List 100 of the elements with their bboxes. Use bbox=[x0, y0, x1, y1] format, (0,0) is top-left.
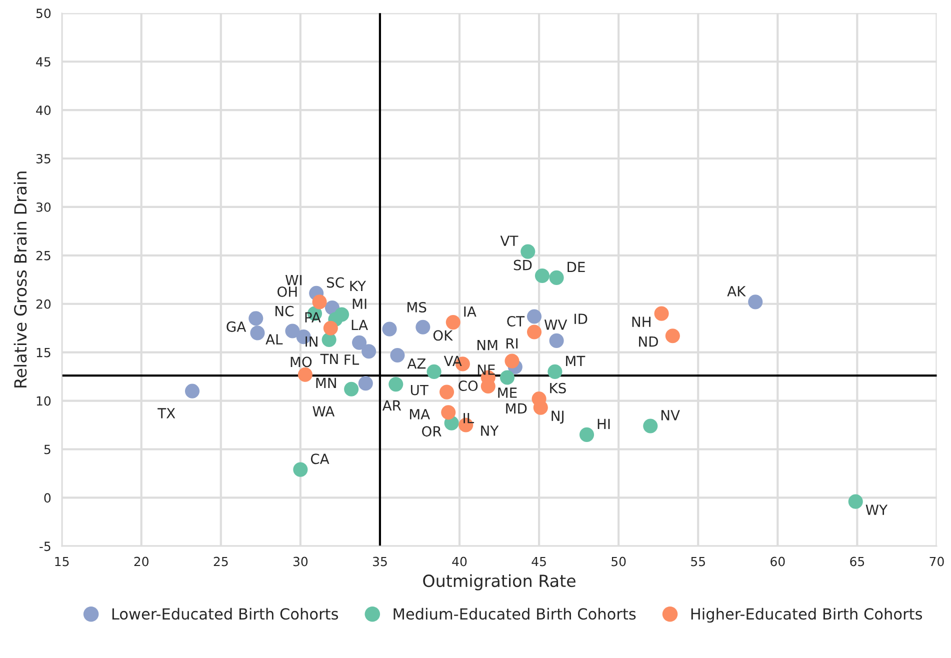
x-tick-label: 30 bbox=[293, 556, 308, 566]
annotation: SC bbox=[326, 277, 344, 288]
point bbox=[549, 333, 564, 348]
annotation: TX bbox=[158, 408, 176, 418]
annotation: WI bbox=[285, 275, 302, 286]
y-tick-label: -5 bbox=[40, 542, 50, 552]
point bbox=[441, 405, 456, 420]
annotation: AR bbox=[382, 400, 402, 411]
x-axis-title: Outmigration Rate bbox=[423, 574, 576, 590]
point bbox=[298, 367, 312, 382]
annotation: AK bbox=[727, 286, 746, 296]
point bbox=[426, 364, 442, 379]
annotation: CA bbox=[310, 454, 330, 464]
annotation: CT bbox=[507, 316, 525, 327]
point bbox=[248, 311, 264, 326]
point bbox=[665, 328, 680, 344]
y-tick-label: 45 bbox=[36, 57, 50, 67]
point bbox=[526, 324, 542, 340]
point bbox=[439, 384, 454, 400]
annotation: MO bbox=[290, 356, 312, 368]
x-tick-label: 55 bbox=[691, 556, 705, 566]
y-tick-label: 10 bbox=[36, 396, 51, 406]
annotation: MS bbox=[408, 302, 426, 312]
point bbox=[293, 462, 308, 477]
point bbox=[526, 309, 542, 324]
y-tick-label: 35 bbox=[36, 154, 50, 164]
point bbox=[748, 294, 763, 310]
annotation: MA bbox=[410, 409, 430, 420]
y-tick-label: 40 bbox=[36, 106, 51, 115]
x-tick-label: 35 bbox=[372, 556, 387, 566]
annotation: CO bbox=[458, 380, 478, 392]
annotation: NH bbox=[632, 316, 650, 327]
annotation: WV bbox=[544, 320, 568, 330]
point bbox=[388, 377, 404, 392]
y-tick-label: 30 bbox=[36, 202, 51, 212]
annotation: IA bbox=[464, 306, 476, 317]
point bbox=[285, 324, 300, 338]
point bbox=[344, 382, 359, 396]
annotation: AL bbox=[266, 334, 283, 344]
legend-label: Higher-Educated Birth Cohorts bbox=[691, 608, 922, 623]
annotation: FL bbox=[344, 354, 360, 365]
annotation: WY bbox=[866, 504, 888, 515]
y-axis-title: Relative Gross Brain Drain bbox=[14, 172, 27, 388]
annotation: NJ bbox=[552, 410, 564, 424]
y-tick-label: 20 bbox=[36, 299, 51, 309]
point bbox=[848, 494, 863, 509]
legend-label: Medium-Educated Birth Cohorts bbox=[394, 608, 636, 620]
annotation: NV bbox=[661, 410, 680, 420]
x-tick-label: 65 bbox=[850, 556, 864, 566]
x-tick-label: 50 bbox=[612, 556, 626, 566]
annotation: IN bbox=[306, 336, 318, 347]
annotation: ID bbox=[574, 314, 588, 324]
annotation: ND bbox=[639, 336, 658, 347]
annotation: NY bbox=[481, 426, 499, 436]
x-tick-label: 45 bbox=[532, 556, 546, 566]
point bbox=[352, 335, 367, 350]
annotation: KY bbox=[350, 280, 366, 291]
point bbox=[382, 322, 397, 336]
annotation: WA bbox=[312, 406, 335, 416]
y-tick-label: 15 bbox=[36, 348, 50, 358]
point bbox=[643, 418, 658, 434]
annotation: AZ bbox=[407, 358, 426, 369]
point bbox=[520, 244, 536, 259]
x-tick-label: 60 bbox=[770, 556, 785, 566]
point bbox=[500, 370, 515, 385]
point bbox=[312, 294, 327, 310]
annotation: OK bbox=[433, 330, 453, 341]
point bbox=[416, 320, 430, 334]
point bbox=[362, 344, 376, 359]
y-tick-label: 25 bbox=[36, 250, 50, 260]
annotation: MN bbox=[316, 378, 336, 388]
y-tick-label: 0 bbox=[44, 493, 51, 503]
annotation: NE bbox=[478, 364, 495, 375]
annotation: ME bbox=[498, 388, 517, 398]
annotation: LA bbox=[352, 320, 368, 330]
point bbox=[549, 270, 564, 285]
point bbox=[579, 427, 594, 442]
annotation: MT bbox=[566, 356, 586, 366]
point bbox=[548, 364, 562, 379]
x-tick-label: 25 bbox=[214, 556, 228, 566]
point bbox=[390, 348, 405, 363]
annotation: MD bbox=[506, 403, 527, 414]
annotation: OH bbox=[277, 286, 297, 297]
point bbox=[250, 326, 265, 340]
annotation: SD bbox=[514, 260, 532, 270]
annotation: DE bbox=[568, 262, 585, 272]
annotation: NM bbox=[478, 340, 498, 350]
annotation: VT bbox=[500, 236, 518, 246]
point bbox=[358, 376, 373, 391]
annotation: OR bbox=[422, 426, 442, 437]
legend-label: Lower-Educated Birth Cohorts bbox=[112, 608, 338, 620]
x-tick-label: 70 bbox=[930, 556, 944, 566]
annotation: RI bbox=[506, 338, 518, 348]
point bbox=[534, 268, 550, 284]
x-tick-label: 40 bbox=[452, 556, 467, 566]
annotation: UT bbox=[410, 384, 428, 396]
point bbox=[504, 354, 520, 368]
annotation: KS bbox=[550, 382, 566, 394]
point bbox=[323, 320, 338, 336]
annotation: TN bbox=[320, 354, 338, 364]
